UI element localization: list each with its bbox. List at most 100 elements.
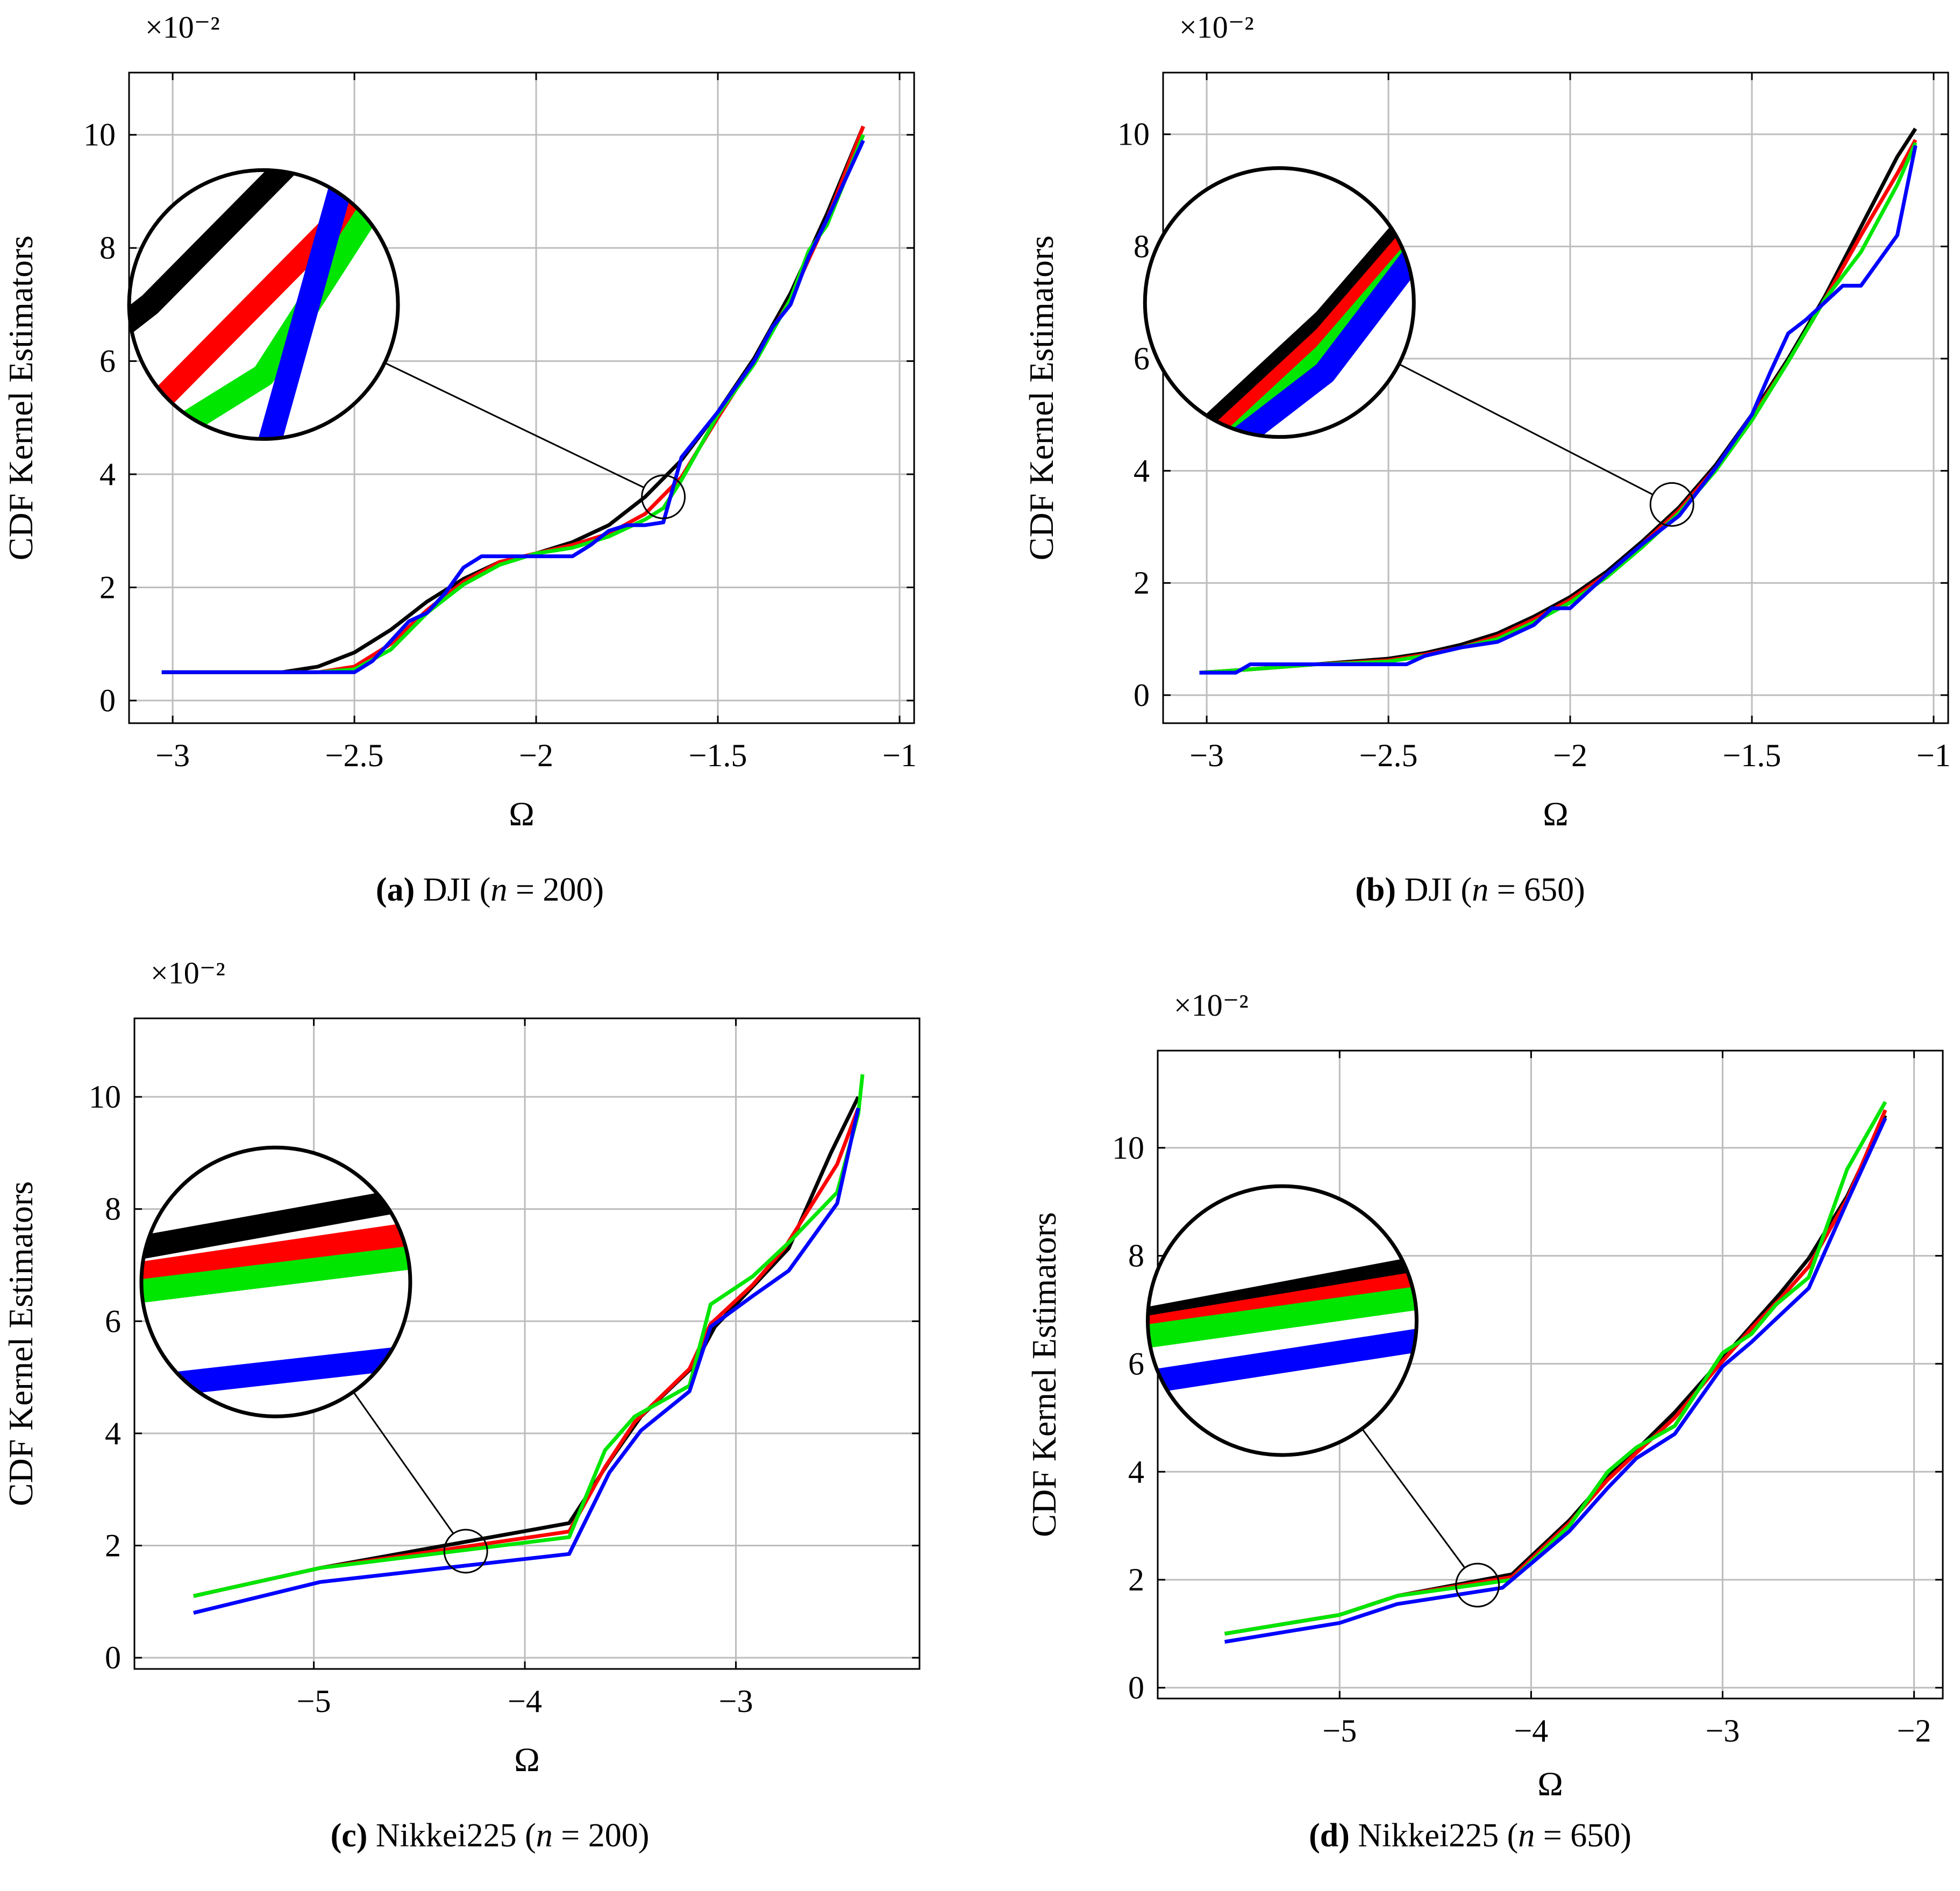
chart-c-plot: −5 −4 −3 0 2 4 6 8 10 ×10⁻² Ω CDF Kernel Estimators (2, 955, 921, 1779)
chart-c-y-tick-label: 10 (89, 1079, 121, 1115)
chart-d-caption-letter: (d) (1309, 1817, 1350, 1854)
chart-a-zoom-series-red (129, 170, 398, 439)
chart-b-zoom-connector (1398, 363, 1653, 496)
chart-c-zoom-inset-circle (139, 1145, 412, 1418)
chart-a-caption-name: DJI (423, 872, 472, 908)
chart-b-x-axis-label: Ω (1543, 795, 1569, 833)
chart-c-zoom-connector (352, 1391, 454, 1535)
chart-c-x-tick-label: −5 (297, 1683, 331, 1719)
chart-a-y-tick-label: 6 (99, 344, 116, 379)
chart-d-caption-name: Nikkei225 (1358, 1817, 1499, 1854)
chart-b-y-tick-label: 4 (1134, 453, 1150, 489)
chart-d-x-tick-label: −4 (1514, 1713, 1548, 1749)
chart-d-plot: −5 −4 −3 −2 0 2 4 6 8 10 ×10⁻² Ω CDF Kernel Estimato… (1025, 988, 1944, 1803)
chart-d-scale-label: ×10⁻² (1174, 988, 1249, 1023)
chart-c-scale-label: ×10⁻² (151, 955, 225, 990)
chart-c-caption-letter: (c) (330, 1817, 368, 1854)
chart-c-y-tick-label: 4 (105, 1416, 121, 1451)
chart-c-x-axis-label: Ω (514, 1740, 540, 1779)
chart-panel-a: −3 −2.5 −2 −1.5 −1 0 2 4 6 8 10 ×10⁻² Ω CDF Kernel Es… (0, 0, 980, 945)
chart-d-y-tick-label: 8 (1128, 1238, 1144, 1274)
chart-d-x-tick-label: −5 (1322, 1713, 1357, 1749)
chart-c-axes-frame (133, 1017, 921, 1670)
chart-a-caption-letter: (a) (375, 872, 415, 908)
chart-b-caption-letter: (b) (1355, 872, 1396, 908)
chart-c-caption-name: Nikkei225 (375, 1817, 517, 1854)
chart-b-y-axis-label: CDF Kernel Estimators (1022, 236, 1060, 560)
chart-a-zoom-series-blue (129, 170, 398, 439)
chart-b-axes-frame (1162, 72, 1949, 724)
chart-d-zoom-series-black (1148, 1186, 1417, 1455)
chart-c-y-tick-label: 2 (105, 1528, 121, 1564)
chart-a-zoom-connector (384, 362, 645, 489)
chart-a-scale-label: ×10⁻² (145, 10, 220, 45)
chart-a-x-tick-label: −2 (519, 738, 553, 773)
chart-d-series-green (1224, 1101, 1887, 1636)
chart-a-zoom-series-black (129, 170, 398, 439)
chart-c-series-blue (193, 1108, 860, 1615)
chart-d-series-blue (1224, 1117, 1887, 1644)
chart-c-caption: (c) Nikkei225 (n = 200) (330, 1817, 650, 1854)
chart-d-caption: (d) Nikkei225 (n = 650) (1309, 1817, 1631, 1854)
chart-b-y-tick-label: 0 (1134, 677, 1150, 713)
chart-d-y-tick-label: 4 (1128, 1454, 1144, 1489)
chart-d-x-tick-label: −2 (1897, 1713, 1932, 1749)
chart-c-y-tick-label: 8 (105, 1191, 121, 1227)
chart-a-zoom-series-green (129, 170, 398, 439)
chart-b-x-tick-label: −3 (1189, 738, 1224, 773)
chart-c-zoom-source-circle (443, 1529, 488, 1574)
chart-d-y-tick-label: 10 (1112, 1130, 1144, 1166)
chart-a-series-blue (161, 139, 865, 674)
chart-a-plot: −3 −2.5 −2 −1.5 −1 0 2 4 6 8 10 ×10⁻² Ω CDF Kernel Es… (2, 10, 917, 833)
chart-b-zoom-inset-circle (1143, 166, 1416, 439)
chart-d-zoom-series-red (1148, 1186, 1417, 1455)
chart-a-x-axis-label: Ω (509, 795, 534, 833)
chart-d-zoom-inset-circle (1145, 1184, 1419, 1457)
chart-d-zoom-source-circle (1455, 1562, 1500, 1608)
chart-b-caption: (b) DJI (n = 650) (1355, 872, 1585, 908)
chart-b-x-tick-label: −2.5 (1359, 738, 1418, 773)
chart-d-x-axis-label: Ω (1537, 1765, 1563, 1803)
chart-b-caption-name: DJI (1404, 872, 1453, 908)
chart-b-scale-label: ×10⁻² (1179, 10, 1254, 45)
chart-b-y-tick-label: 6 (1134, 341, 1150, 376)
chart-c-y-tick-label: 0 (105, 1640, 121, 1675)
chart-panel-c: −5 −4 −3 0 2 4 6 8 10 ×10⁻² Ω CDF Kernel Estimators… (0, 946, 980, 1891)
chart-d-zoom-connector (1361, 1428, 1466, 1568)
chart-b-y-tick-label: 2 (1134, 565, 1150, 601)
chart-a-x-tick-label: −3 (155, 738, 190, 773)
chart-c-x-tick-label: −4 (508, 1683, 542, 1719)
chart-b-y-tick-label: 10 (1117, 117, 1150, 152)
chart-panel-d: −5 −4 −3 −2 0 2 4 6 8 10 ×10⁻² Ω CDF Kernel Estimato… (980, 946, 1960, 1891)
chart-b-plot: −3 −2.5 −2 −1.5 −1 0 2 4 6 8 10 ×10⁻² Ω CDF Kernel Es… (1022, 10, 1951, 833)
chart-c-zoom-series-black (141, 1147, 410, 1417)
chart-d-y-axis-label: CDF Kernel Estimators (1025, 1212, 1063, 1537)
chart-a-series-green (161, 134, 865, 674)
chart-b-series-blue (1199, 145, 1918, 675)
chart-a-y-tick-label: 8 (99, 230, 116, 266)
chart-b-x-tick-label: −1.5 (1723, 738, 1781, 773)
chart-a-axes-frame (128, 72, 915, 724)
chart-b-x-tick-label: −2 (1553, 738, 1587, 773)
chart-a-y-tick-label: 2 (99, 569, 116, 605)
chart-a-caption: (a) DJI (n = 200) (375, 872, 604, 908)
chart-panel-b: −3 −2.5 −2 −1.5 −1 0 2 4 6 8 10 ×10⁻² Ω CDF Kernel Es… (980, 0, 1960, 945)
chart-a-x-tick-label: −1.5 (689, 738, 747, 773)
chart-d-zoom-series-green (1148, 1186, 1417, 1455)
chart-c-y-axis-label: CDF Kernel Estimators (2, 1181, 40, 1506)
chart-a-x-tick-label: −1 (882, 738, 917, 773)
chart-a-y-tick-label: 4 (99, 456, 116, 492)
chart-d-y-tick-label: 6 (1128, 1346, 1144, 1381)
chart-b-y-tick-label: 8 (1134, 229, 1150, 264)
chart-a-zoom-source-circle (641, 474, 686, 519)
chart-d-x-tick-label: −3 (1706, 1713, 1740, 1749)
chart-d-y-tick-label: 2 (1128, 1562, 1144, 1597)
chart-c-x-tick-label: −3 (719, 1683, 753, 1719)
chart-a-y-tick-label: 0 (99, 683, 116, 718)
chart-b-zoom-source-circle (1649, 482, 1694, 527)
chart-a-zoom-inset-circle (127, 168, 400, 441)
chart-c-y-tick-label: 6 (105, 1303, 121, 1339)
chart-b-x-tick-label: −1 (1916, 738, 1951, 773)
chart-a-x-tick-label: −2.5 (325, 738, 384, 773)
chart-a-y-axis-label: CDF Kernel Estimators (2, 236, 40, 560)
